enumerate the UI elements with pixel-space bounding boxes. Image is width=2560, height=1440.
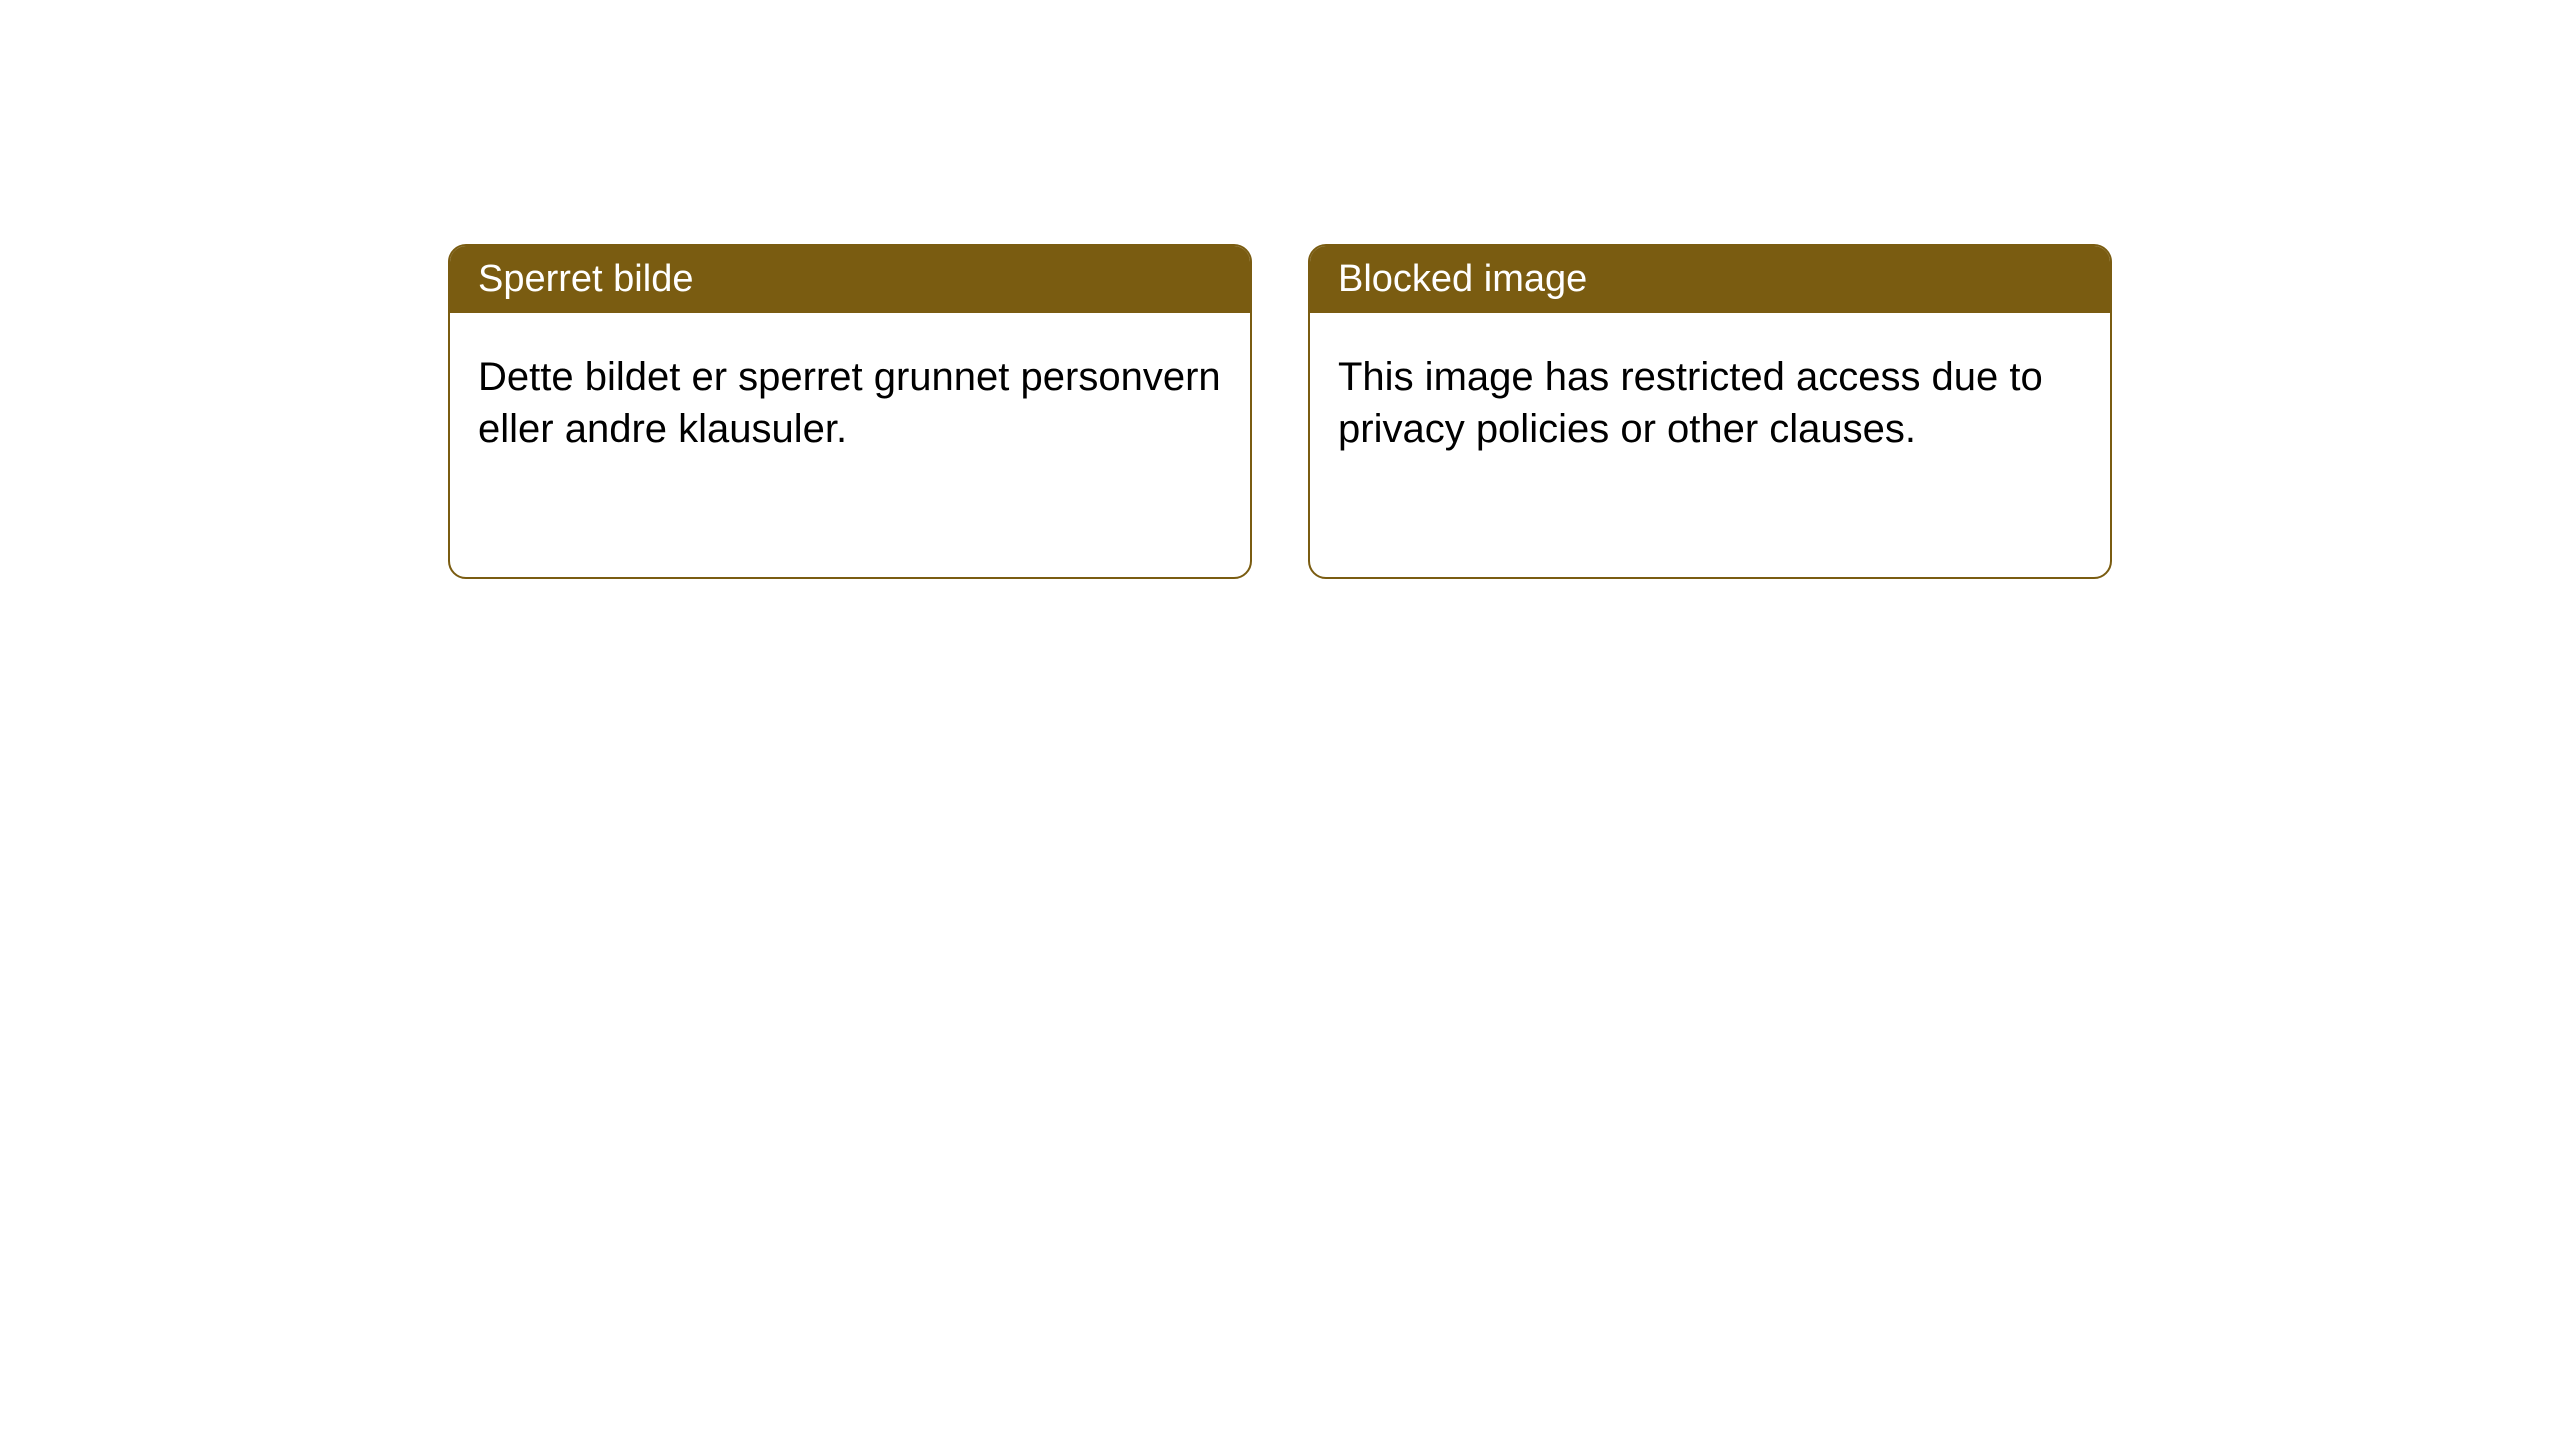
notice-body-no: Dette bildet er sperret grunnet personve… bbox=[450, 313, 1250, 493]
notice-card-no: Sperret bilde Dette bildet er sperret gr… bbox=[448, 244, 1252, 579]
notice-card-en: Blocked image This image has restricted … bbox=[1308, 244, 2112, 579]
notice-title-en: Blocked image bbox=[1310, 246, 2110, 313]
notice-title-no: Sperret bilde bbox=[450, 246, 1250, 313]
notice-container: Sperret bilde Dette bildet er sperret gr… bbox=[448, 244, 2112, 579]
notice-body-en: This image has restricted access due to … bbox=[1310, 313, 2110, 493]
